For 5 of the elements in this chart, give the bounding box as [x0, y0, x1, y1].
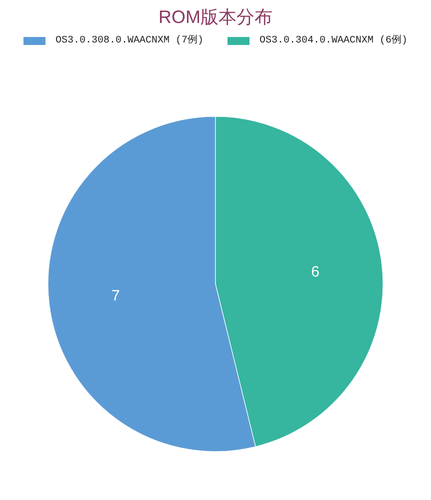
chart-title: ROM版本分布 [158, 7, 272, 27]
data-label: 7 [112, 288, 120, 305]
data-label: 6 [311, 263, 320, 280]
legend-label: OS3.0.308.0.WAACNXM (7例) [55, 34, 204, 46]
legend-label: OS3.0.304.0.WAACNXM (6例) [260, 34, 408, 46]
